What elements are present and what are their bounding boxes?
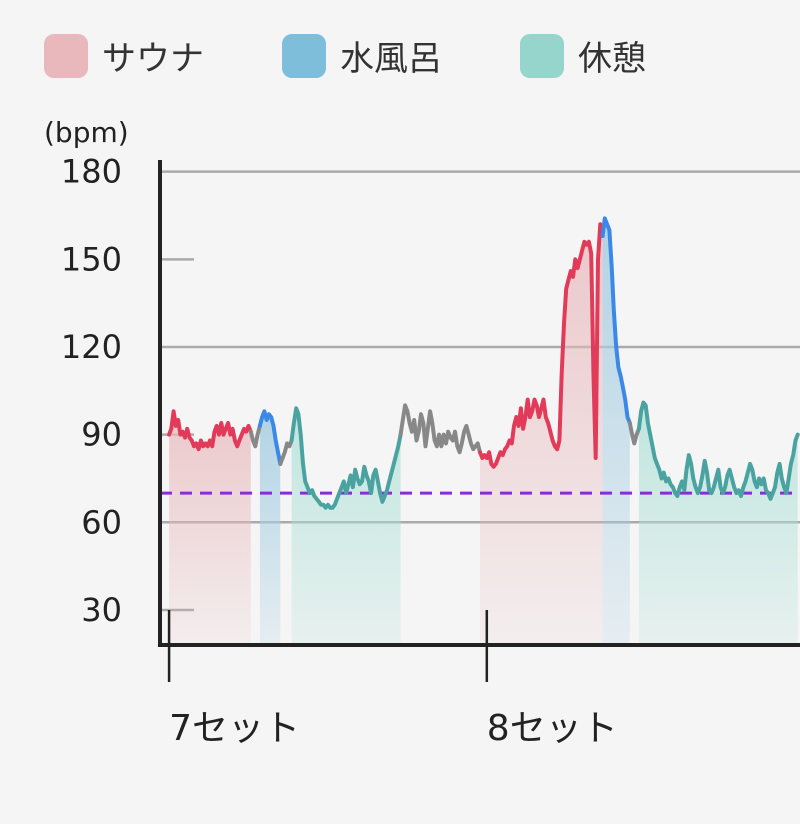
y-tick-label: 120 (61, 328, 122, 366)
line-sauna (478, 222, 605, 469)
legend-item-rest: 休憩 (520, 34, 646, 79)
line-sauna (167, 409, 253, 452)
y-tick-label: 60 (81, 503, 122, 541)
legend-swatch-cold-bath (282, 34, 326, 78)
heart-rate-lines (167, 216, 800, 510)
line-transition (398, 403, 482, 455)
line-transition (627, 421, 641, 446)
line-rest (636, 400, 800, 501)
y-tick-label: 90 (81, 416, 122, 454)
area-fills (169, 218, 798, 646)
legend-swatch-sauna (44, 34, 88, 78)
y-axis-unit-label: (bpm) (44, 116, 129, 149)
area-cold-bath (259, 411, 281, 645)
y-tick-label: 150 (61, 240, 122, 278)
legend-item-cold-bath: 水風呂 (282, 34, 442, 79)
area-rest (291, 408, 401, 645)
legend-item-sauna: サウナ (44, 34, 204, 79)
line-transition (278, 438, 294, 466)
x-category-label: 8セット (487, 708, 618, 749)
y-tick-label: 180 (61, 153, 122, 191)
legend-label-cold-bath: 水風呂 (340, 39, 442, 79)
y-tick-labels: 180 150 120 90 60 30 (61, 153, 122, 629)
axes (158, 160, 800, 647)
line-rest (289, 406, 403, 510)
line-cold-bath (600, 216, 632, 425)
line-transition (248, 423, 262, 449)
legend-label-rest: 休憩 (578, 39, 646, 79)
area-sauna (169, 411, 251, 645)
x-category-label: 7セット (169, 708, 300, 749)
area-cold-bath (602, 218, 630, 645)
line-cold-bath (257, 409, 283, 466)
area-sauna (480, 224, 603, 646)
x-category-labels: 7セット 8セット (167, 610, 618, 749)
y-tick-label: 30 (81, 591, 122, 629)
legend-label-sauna: サウナ (102, 39, 204, 79)
area-rest (638, 402, 798, 645)
legend: サウナ 水風呂 休憩 (44, 34, 646, 79)
legend-swatch-rest (520, 34, 564, 78)
